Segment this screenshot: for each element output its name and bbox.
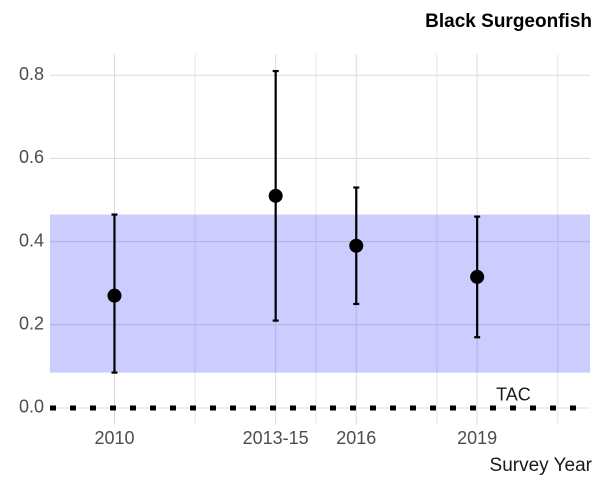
x-tick-label: 2013-15 <box>243 428 309 448</box>
chart-title: Black Surgeonfish <box>425 11 592 32</box>
y-tick-label: 0.8 <box>19 64 44 84</box>
y-tick-label: 0.0 <box>19 397 44 417</box>
point <box>470 269 485 284</box>
x-axis-label: Survey Year <box>490 455 593 476</box>
point <box>349 238 364 253</box>
y-tick-label: 0.2 <box>19 314 44 334</box>
reference-label: TAC <box>496 385 531 405</box>
x-tick-label: 2010 <box>94 428 134 448</box>
y-tick-label: 0.6 <box>19 147 44 167</box>
y-tick-label: 0.4 <box>19 230 44 250</box>
point <box>268 188 283 203</box>
point <box>107 288 122 303</box>
reference-band <box>50 214 590 373</box>
x-tick-label: 2016 <box>336 428 376 448</box>
x-tick-label: 2019 <box>457 428 497 448</box>
